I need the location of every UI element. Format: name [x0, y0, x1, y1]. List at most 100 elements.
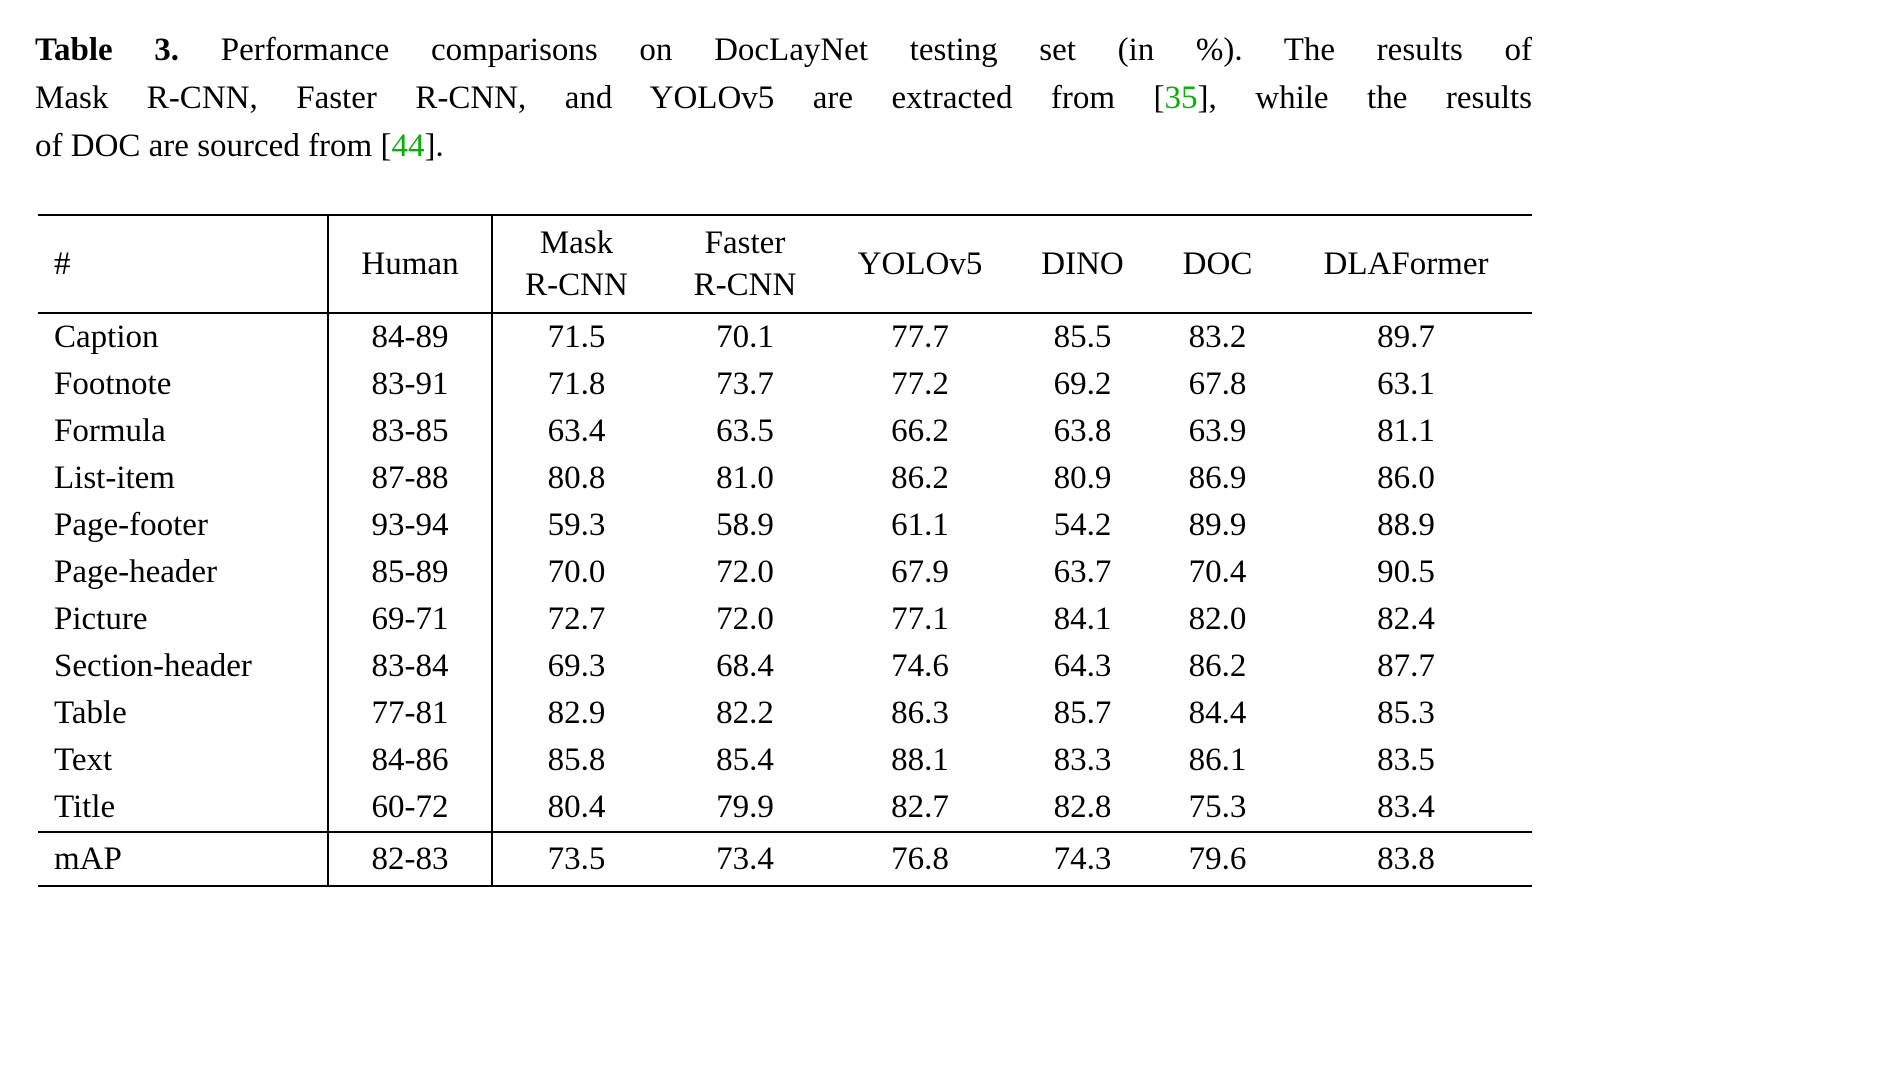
column-header-mask: Mask R-CNN	[525, 225, 628, 303]
results-table: # Human Mask R-CNN Faster R-CNN YOLOv5 DINO DO…	[38, 214, 1532, 887]
table-caption: Table 3. Performance comparisons on DocL…	[35, 26, 1532, 170]
value-cell: 85.4	[716, 742, 774, 778]
table-row: Title 60-72 80.4 79.9 82.7 82.8 75.3 83.4	[38, 784, 1532, 832]
value-cell: 72.0	[716, 554, 774, 590]
value-cell: 83-85	[328, 408, 493, 455]
value-cell: 85.5	[1053, 319, 1112, 355]
value-cell: 72.7	[547, 601, 606, 637]
citation-35: 35	[1164, 80, 1198, 116]
value-cell: 67.8	[1188, 366, 1247, 402]
value-cell: 85.7	[1053, 695, 1112, 731]
table-body: Caption 84-89 71.5 70.1 77.7 85.5 83.2 89.7 Foot…	[38, 313, 1532, 832]
row-label: mAP	[38, 832, 329, 886]
value-cell: 70.0	[547, 554, 606, 590]
value-cell: 67.9	[891, 554, 949, 590]
value-cell: 82-83	[328, 832, 493, 886]
column-header-dino: DINO	[1041, 246, 1124, 282]
caption-text: of DOC are sourced from [	[35, 128, 392, 164]
value-cell: 86.0	[1377, 460, 1435, 496]
value-cell: 83-84	[328, 643, 493, 690]
value-cell: 54.2	[1053, 507, 1112, 543]
table-row: Page-footer 93-94 59.3 58.9 61.1 54.2 89.9 88.9	[38, 502, 1532, 549]
value-cell: 86.3	[891, 695, 949, 731]
table-header: # Human Mask R-CNN Faster R-CNN YOLOv5 DINO DO…	[38, 215, 1532, 313]
value-cell: 82.0	[1188, 601, 1247, 637]
value-cell: 69.2	[1053, 366, 1112, 402]
value-cell: 79.6	[1188, 840, 1247, 877]
value-cell: 71.8	[547, 366, 606, 402]
value-cell: 83.3	[1053, 742, 1112, 778]
value-cell: 82.7	[891, 789, 949, 825]
row-label: Page-footer	[38, 502, 329, 549]
value-cell: 63.9	[1188, 413, 1247, 449]
column-header-yolov5: YOLOv5	[857, 246, 983, 282]
value-cell: 77.2	[891, 366, 949, 402]
value-cell: 81.0	[716, 460, 774, 496]
value-cell: 83.5	[1377, 742, 1435, 778]
value-cell: 86.9	[1188, 460, 1247, 496]
row-label: Caption	[38, 313, 329, 361]
row-label: Title	[38, 784, 329, 832]
row-label: Table	[38, 690, 329, 737]
column-header-human: Human	[328, 215, 493, 313]
value-cell: 63.8	[1053, 413, 1112, 449]
value-cell: 77-81	[328, 690, 493, 737]
value-cell: 74.3	[1053, 840, 1112, 877]
value-cell: 70.1	[716, 319, 774, 355]
value-cell: 82.8	[1053, 789, 1112, 825]
row-label: Picture	[38, 596, 329, 643]
column-header-doc: DOC	[1182, 246, 1253, 282]
caption-line-1: Table 3. Performance comparisons on DocL…	[35, 26, 1532, 74]
table-row: Footnote 83-91 71.8 73.7 77.2 69.2 67.8 63.1	[38, 361, 1532, 408]
value-cell: 60-72	[328, 784, 493, 832]
value-cell: 89.7	[1377, 319, 1435, 355]
value-cell: 68.4	[716, 648, 774, 684]
table-row: List-item 87-88 80.8 81.0 86.2 80.9 86.9 86.0	[38, 455, 1532, 502]
caption-text: Performance comparisons on DocLayNet tes…	[179, 32, 1532, 68]
citation-44: 44	[391, 128, 425, 164]
value-cell: 73.4	[716, 840, 774, 877]
value-cell: 80.9	[1053, 460, 1112, 496]
value-cell: 74.6	[891, 648, 949, 684]
value-cell: 72.0	[716, 601, 774, 637]
value-cell: 83-91	[328, 361, 493, 408]
value-cell: 93-94	[328, 502, 493, 549]
row-label: Page-header	[38, 549, 329, 596]
value-cell: 61.1	[891, 507, 949, 543]
row-label: Footnote	[38, 361, 329, 408]
value-cell: 84.4	[1188, 695, 1247, 731]
column-header-dlaformer: DLAFormer	[1323, 246, 1489, 282]
value-cell: 80.4	[547, 789, 606, 825]
caption-line-3: of DOC are sourced from [44].	[35, 122, 1532, 170]
caption-text: Mask R-CNN, Faster R-CNN, and YOLOv5 are…	[35, 80, 1165, 116]
column-header-faster: Faster R-CNN	[693, 225, 797, 303]
table-row: Text 84-86 85.8 85.4 88.1 83.3 86.1 83.5	[38, 737, 1532, 784]
caption-text: ], while the results	[1197, 80, 1533, 116]
value-cell: 77.7	[891, 319, 949, 355]
value-cell: 84-89	[328, 313, 493, 361]
value-cell: 80.8	[547, 460, 606, 496]
table-row: Section-header 83-84 69.3 68.4 74.6 64.3 86.2 8…	[38, 643, 1532, 690]
value-cell: 83.8	[1377, 840, 1435, 877]
value-cell: 76.8	[891, 840, 949, 877]
value-cell: 59.3	[547, 507, 606, 543]
value-cell: 63.5	[716, 413, 774, 449]
row-label: Text	[38, 737, 329, 784]
value-cell: 79.9	[716, 789, 774, 825]
value-cell: 81.1	[1377, 413, 1435, 449]
value-cell: 83.4	[1377, 789, 1435, 825]
table-row: Caption 84-89 71.5 70.1 77.7 85.5 83.2 89.7	[38, 313, 1532, 361]
value-cell: 87.7	[1377, 648, 1435, 684]
table-footer: mAP 82-83 73.5 73.4 76.8 74.3 79.6 83.8	[38, 832, 1532, 886]
row-label: Section-header	[38, 643, 329, 690]
value-cell: 82.9	[547, 695, 606, 731]
value-cell: 82.2	[716, 695, 774, 731]
value-cell: 84-86	[328, 737, 493, 784]
value-cell: 64.3	[1053, 648, 1112, 684]
value-cell: 66.2	[891, 413, 949, 449]
value-cell: 86.2	[1188, 648, 1247, 684]
value-cell: 85.8	[547, 742, 606, 778]
caption-text: ].	[424, 128, 444, 164]
value-cell: 70.4	[1188, 554, 1247, 590]
